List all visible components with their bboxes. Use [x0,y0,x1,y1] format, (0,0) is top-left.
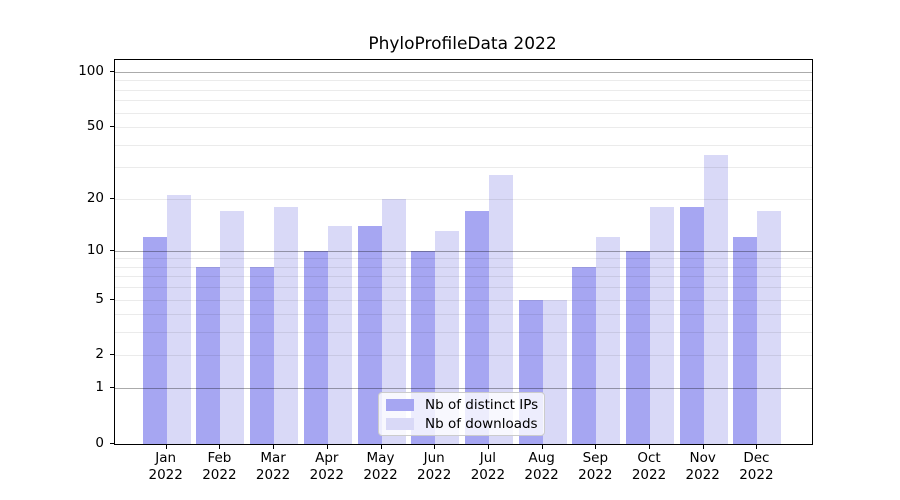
x-tick-label-may: May 2022 [363,450,398,483]
bar-distinct-ips-dec [733,237,758,444]
bar-distinct-ips-oct [626,250,650,444]
gridline-y-4 [115,314,812,316]
bar-distinct-ips-mar [250,266,275,444]
gridline-y-100 [115,72,812,73]
y-tick-2 [110,354,114,356]
legend-label-distinct-ips: Nb of distinct IPs [425,396,539,413]
legend-item-downloads: Nb of downloads [379,414,544,433]
x-tick-label-feb: Feb 2022 [202,450,237,483]
bar-distinct-ips-jan [142,237,167,444]
gridline-y-7 [115,276,812,278]
y-tick-label-1: 1 [95,379,104,396]
x-tick-apr [326,445,328,449]
chart-title: PhyloProfileData 2022 [368,34,557,54]
gridline-y-5 [115,299,812,301]
gridline-y-3 [115,332,812,334]
bar-distinct-ips-may [357,225,382,444]
bar-distinct-ips-apr [303,250,328,444]
y-tick-100 [110,71,114,72]
gridline-y-6 [115,287,812,289]
x-tick-label-mar: Mar 2022 [255,450,291,483]
y-tick-label-0: 0 [95,435,104,451]
gridline-y-1 [115,388,812,390]
bar-downloads-nov [703,155,728,444]
x-tick-aug [541,445,543,449]
gridline-y-80 [115,89,812,91]
bar-downloads-oct [650,206,674,444]
gridline-y-90 [115,80,812,82]
x-tick-oct [649,445,650,449]
gridline-y-10 [115,250,812,252]
gridline-y-9 [115,258,812,260]
legend-swatch-downloads-icon [386,417,414,430]
x-tick-mar [273,445,275,449]
y-tick-1 [110,387,114,389]
bar-downloads-jan [166,194,191,444]
gridline-y-60 [115,112,812,114]
x-tick-label-oct: Oct 2022 [631,450,667,483]
legend-swatch-distinct-ips-icon [386,398,414,411]
bar-downloads-mar [274,206,299,444]
bar-distinct-ips-sep [572,266,597,444]
x-tick-label-jan: Jan 2022 [148,450,183,483]
y-tick-label-100: 100 [78,63,104,79]
y-tick-10 [110,249,114,251]
gridline-y-2 [115,355,812,357]
x-tick-label-aug: Aug 2022 [524,450,559,483]
x-tick-label-jun: Jun 2022 [417,450,452,483]
x-tick-label-nov: Nov 2022 [685,450,720,483]
x-tick-feb [219,445,221,449]
y-tick-0 [110,443,114,444]
y-tick-label-10: 10 [86,241,104,258]
x-tick-jun [434,445,436,449]
x-tick-label-dec: Dec 2022 [739,450,774,483]
bar-downloads-aug [542,299,567,444]
x-tick-jan [165,445,167,449]
y-tick-label-2: 2 [95,346,104,363]
x-tick-dec [756,445,758,449]
gridline-y-70 [115,100,812,102]
bar-downloads-apr [327,225,352,444]
plot-area [114,59,813,445]
legend-label-downloads: Nb of downloads [425,415,538,432]
legend: Nb of distinct IPs Nb of downloads [378,392,545,436]
y-tick-20 [110,197,114,199]
x-tick-label-apr: Apr 2022 [309,450,344,483]
x-tick-jul [487,445,489,449]
bar-distinct-ips-nov [679,206,704,444]
y-tick-5 [110,298,114,300]
gridline-y-40 [115,144,812,146]
gridline-y-30 [115,167,812,169]
gridline-y-20 [115,198,812,200]
bar-downloads-sep [596,237,621,444]
bar-downloads-dec [757,211,782,444]
x-tick-nov [702,445,704,449]
gridline-y-8 [115,266,812,268]
y-tick-label-20: 20 [86,189,104,206]
bar-distinct-ips-feb [196,266,221,444]
x-tick-sep [595,445,597,449]
x-tick-may [380,445,382,449]
bar-downloads-feb [220,211,245,444]
y-tick-label-5: 5 [95,290,104,307]
y-tick-50 [110,126,114,128]
y-tick-label-50: 50 [86,118,104,135]
legend-item-distinct-ips: Nb of distinct IPs [379,395,544,414]
gridline-y-50 [115,127,812,129]
x-tick-label-sep: Sep 2022 [578,450,613,483]
x-tick-label-jul: Jul 2022 [470,450,506,483]
